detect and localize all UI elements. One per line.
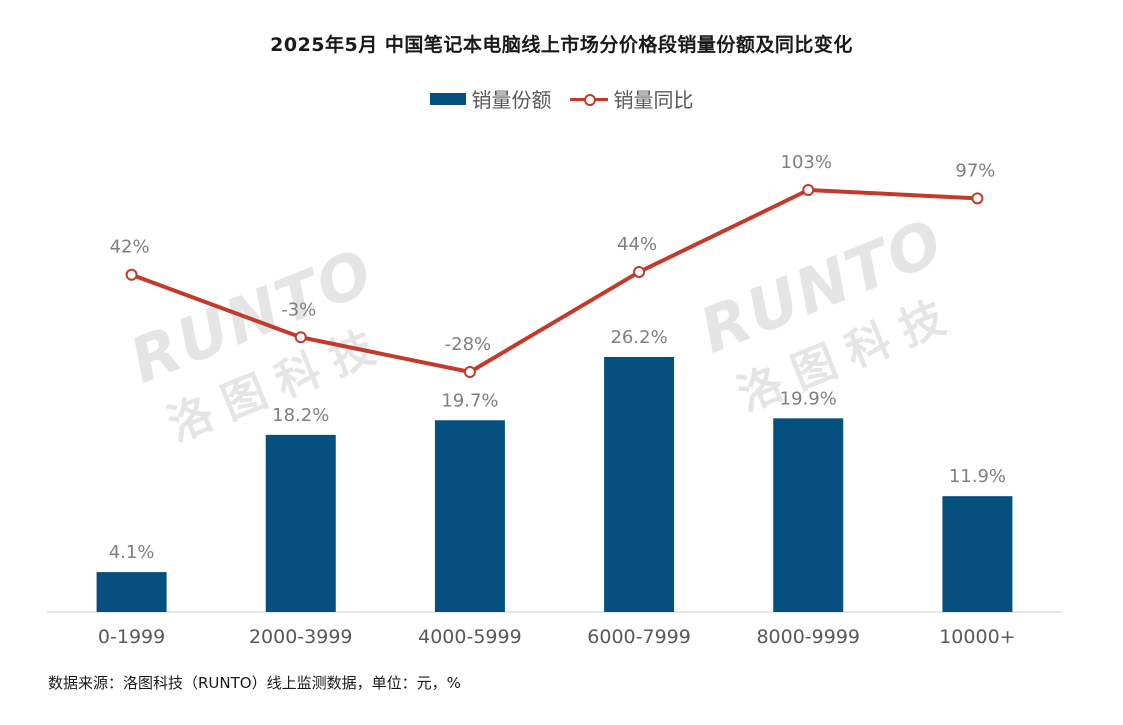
legend-line-swatch [569,92,608,106]
x-tick-label: 0-1999 [98,626,165,648]
line-series-path [130,188,978,374]
bar [96,572,167,612]
bar-data-label: 18.2% [272,405,329,426]
line-data-label: 103% [781,152,832,173]
line-point [294,331,307,344]
bar-data-label: 19.9% [780,388,837,409]
bar-data-label: 19.7% [441,390,498,411]
bar-data-label: 4.1% [109,542,155,563]
line-data-label: -3% [281,299,316,320]
line-point [125,268,138,281]
x-tick-label: 2000-3999 [249,626,353,648]
bar [942,496,1013,612]
x-tick-label: 4000-5999 [418,626,522,648]
source-note: 数据来源：洛图科技（RUNTO）线上监测数据，单位：元，% [48,674,461,692]
line-data-label: 44% [617,234,657,255]
bar-data-label: 26.2% [610,327,667,348]
bar-data-label: 11.9% [949,466,1006,487]
legend: 销量份额 销量同比 [0,84,1123,113]
bar [604,357,675,612]
line-point [802,184,815,196]
bar [773,418,844,612]
line-data-label: 42% [110,237,150,258]
line-point [971,192,984,205]
legend-item-line[interactable]: 销量同比 [569,84,694,113]
x-tick-label: 6000-7999 [587,626,691,648]
legend-bar-label: 销量份额 [471,88,552,112]
line-data-label: 97% [955,160,995,181]
line-point [633,265,646,278]
legend-bar-swatch [429,92,466,105]
chart-title: 2025年5月 中国笔记本电脑线上市场分价格段销量份额及同比变化 [270,34,853,56]
legend-line-label: 销量同比 [613,88,694,112]
x-tick-label: 8000-9999 [756,626,860,648]
legend-item-bar[interactable]: 销量份额 [429,84,552,113]
line-data-label: -28% [445,334,492,355]
bar [434,420,505,612]
bar [265,434,336,612]
line-point [463,366,476,378]
x-tick-label: 10000+ [939,626,1015,648]
